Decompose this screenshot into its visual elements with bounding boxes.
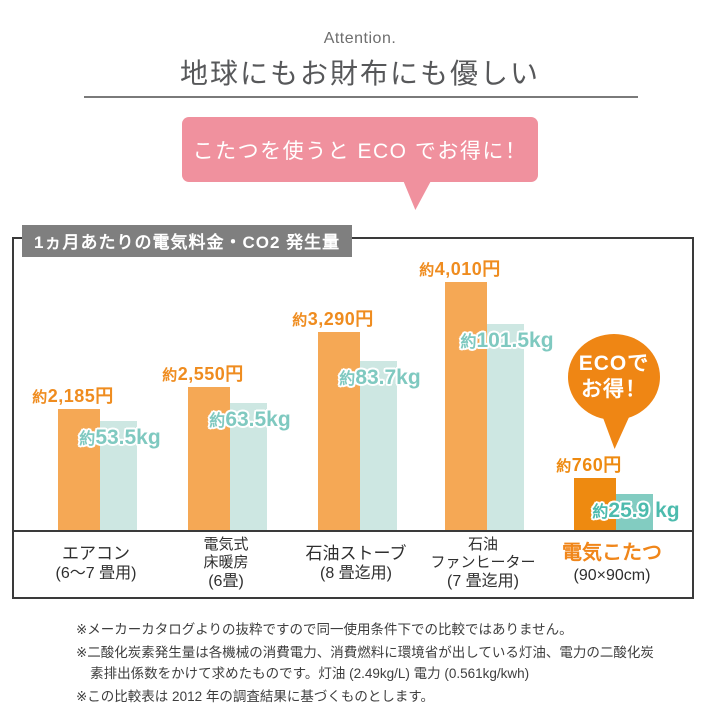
cost-bar <box>188 387 230 530</box>
cost-bar <box>318 332 360 530</box>
page-title: 地球にもお財布にも優しい <box>179 58 540 89</box>
footnote: ※メーカーカタログよりの抜粋ですので同一使用条件下での比較ではありません。 <box>76 622 573 637</box>
cost-bar <box>574 478 616 530</box>
category-label: 石油ストーブ (8 畳迄用) <box>276 533 436 595</box>
cost-bar <box>445 282 487 530</box>
category-label: エアコン (6～7 畳用) <box>16 533 176 595</box>
category-subtitle: (7 畳迄用) <box>446 572 519 590</box>
category-subtitle: (6～7 畳用) <box>55 565 137 583</box>
cost-value-label: 約2,185円 <box>32 386 114 406</box>
category-label: 石油 ファンヒーター (7 畳迄用) <box>403 533 563 595</box>
category-subtitle: (6畳) <box>208 572 244 590</box>
cost-value-label: 約2,550円 <box>162 364 244 384</box>
footnote: ※二酸化炭素発生量は各機械の消費電力、消費燃料に環境省が出している灯油、電力の二… <box>76 645 654 681</box>
eco-badge: ECOで お得！ <box>568 334 660 420</box>
category-name: エアコン <box>62 544 130 564</box>
footnote: ※この比較表は 2012 年の調査結果に基づくものとします。 <box>76 688 434 704</box>
category-name: 電気式 <box>203 536 249 554</box>
category-name: 石油ストーブ <box>305 544 407 564</box>
category-name: ファンヒーター <box>430 554 536 572</box>
category-subtitle: (8 畳迄用) <box>319 565 392 583</box>
speech-bubble-text: こたつを使うと ECO でお得に！ <box>192 139 528 163</box>
category-subtitle: (90×90cm) <box>573 566 651 584</box>
category-label: 電気こたつ (90×90cm) <box>532 533 692 595</box>
eco-badge-tail <box>602 415 630 449</box>
eco-badge-line2: お得！ <box>581 378 647 401</box>
cost-value-label: 約760円 <box>556 455 622 475</box>
category-label: 電気式 床暖房 (6畳) <box>146 533 306 595</box>
x-axis-line <box>14 530 692 532</box>
co2-value-label: 約53.5kg <box>79 426 161 449</box>
cost-value-label: 約3,290円 <box>292 309 374 329</box>
co2-value-label: 約101.5kg <box>460 329 554 352</box>
footnotes: ※メーカーカタログよりの抜粋ですので同一使用条件下での比較ではありません。 ※二… <box>76 620 662 710</box>
attention-label: Attention. <box>323 30 397 47</box>
co2-value-label: 約83.7kg <box>339 366 421 389</box>
speech-bubble-tail <box>402 179 432 210</box>
co2-value-label: 約63.5kg <box>209 408 291 431</box>
chart-box: 1ヵ月あたりの電気料金・CO2 発生量 ECOで お得！ 約2,185円約53.… <box>12 225 694 599</box>
chart-title-chip: 1ヵ月あたりの電気料金・CO2 発生量 <box>22 225 353 257</box>
category-name: 石油 <box>467 536 498 554</box>
co2-value-label: 約25.9 kg <box>592 499 680 522</box>
cost-value-label: 約4,010円 <box>419 259 501 279</box>
title-divider <box>84 96 638 98</box>
eco-badge-line1: ECOで <box>578 351 650 375</box>
speech-bubble: こたつを使うと ECO でお得に！ <box>182 117 538 182</box>
category-name: 床暖房 <box>203 554 249 572</box>
category-name: 電気こたつ <box>562 542 662 565</box>
cost-bar <box>58 409 100 530</box>
